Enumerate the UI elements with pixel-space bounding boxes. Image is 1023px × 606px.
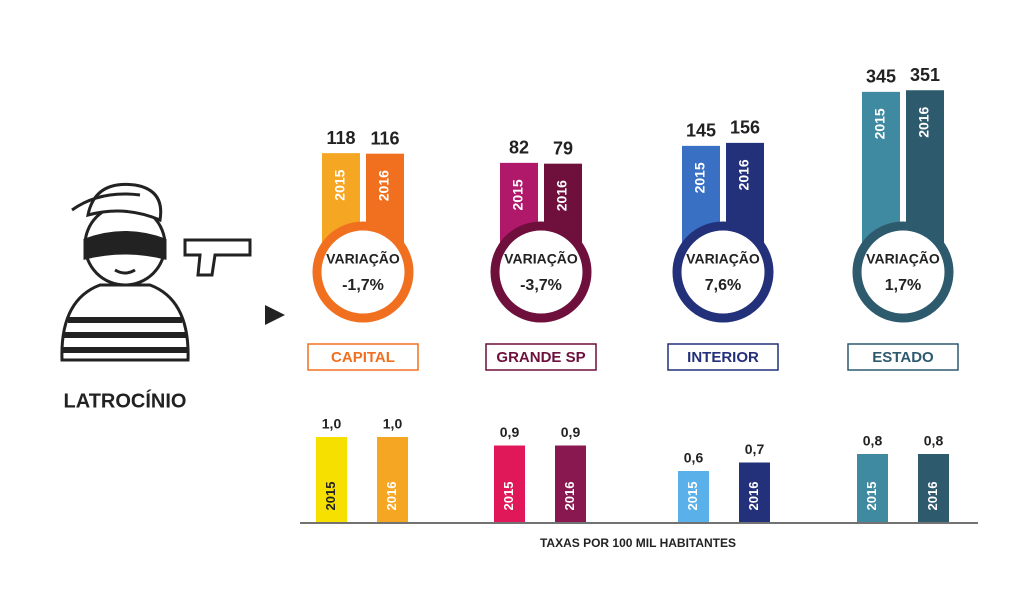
rate-bar (377, 437, 408, 522)
variation-ring (490, 221, 592, 323)
region-name: INTERIOR (687, 349, 759, 366)
rate-bar (857, 454, 888, 522)
region-box (485, 343, 597, 371)
region-name: GRANDE SP (496, 349, 585, 366)
variation-label: VARIAÇÃO (326, 250, 400, 267)
year-label: 2015 (501, 482, 516, 511)
year-label: 2016 (746, 482, 761, 511)
count-label: 351 (910, 65, 940, 85)
variation-ring (672, 221, 774, 323)
variation-value: 7,6% (705, 277, 741, 294)
rate-label: 0,8 (924, 433, 944, 449)
variation-ring (312, 221, 414, 323)
count-label: 345 (866, 67, 896, 87)
year-label: 2015 (872, 108, 888, 139)
rate-bar (918, 454, 949, 522)
variation-label: VARIAÇÃO (866, 250, 940, 267)
count-label: 82 (509, 138, 529, 158)
rate-label: 0,7 (745, 441, 765, 457)
year-label: 2016 (554, 180, 570, 211)
year-label: 2016 (376, 170, 392, 201)
count-bar (862, 91, 900, 245)
year-label: 2015 (510, 179, 526, 210)
year-label: 2015 (864, 482, 879, 511)
count-label: 116 (370, 128, 399, 148)
variation-label: VARIAÇÃO (686, 250, 760, 267)
year-label: 2016 (925, 482, 940, 511)
year-label: 2016 (384, 482, 399, 511)
year-label: 2016 (736, 159, 752, 190)
region-box (307, 343, 419, 371)
year-label: 2015 (323, 482, 338, 511)
rate-bar (316, 437, 347, 522)
arrow (265, 305, 285, 325)
rate-label: 1,0 (383, 416, 403, 432)
variation-ring (852, 221, 954, 323)
count-label: 156 (730, 118, 760, 138)
robber-icon (60, 182, 252, 362)
count-label: 118 (326, 128, 355, 148)
year-label: 2015 (685, 482, 700, 511)
count-bar (906, 90, 944, 245)
count-label: 79 (553, 138, 573, 158)
count-label: 145 (686, 121, 716, 141)
year-label: 2015 (332, 169, 348, 200)
rate-label: 1,0 (322, 416, 342, 432)
region-name: CAPITAL (331, 349, 395, 366)
variation-value: 1,7% (885, 277, 921, 294)
region-box (847, 343, 959, 371)
rate-label: 0,8 (863, 433, 883, 449)
variation-value: -1,7% (342, 277, 384, 294)
title: LATROCÍNIO (64, 389, 187, 412)
footer: TAXAS POR 100 MIL HABITANTES (540, 536, 736, 550)
rate-label: 0,6 (684, 450, 704, 466)
rate-label: 0,9 (500, 424, 520, 440)
year-label: 2016 (916, 106, 932, 137)
variation-value: -3,7% (520, 277, 562, 294)
year-label: 2015 (692, 162, 708, 193)
rate-bar (555, 445, 586, 522)
rate-bar (739, 462, 770, 522)
region-box (667, 343, 779, 371)
rate-bar (678, 471, 709, 522)
year-label: 2016 (562, 482, 577, 511)
variation-label: VARIAÇÃO (504, 250, 578, 267)
rate-bar (494, 445, 525, 522)
region-name: ESTADO (872, 349, 934, 366)
rate-label: 0,9 (561, 424, 581, 440)
